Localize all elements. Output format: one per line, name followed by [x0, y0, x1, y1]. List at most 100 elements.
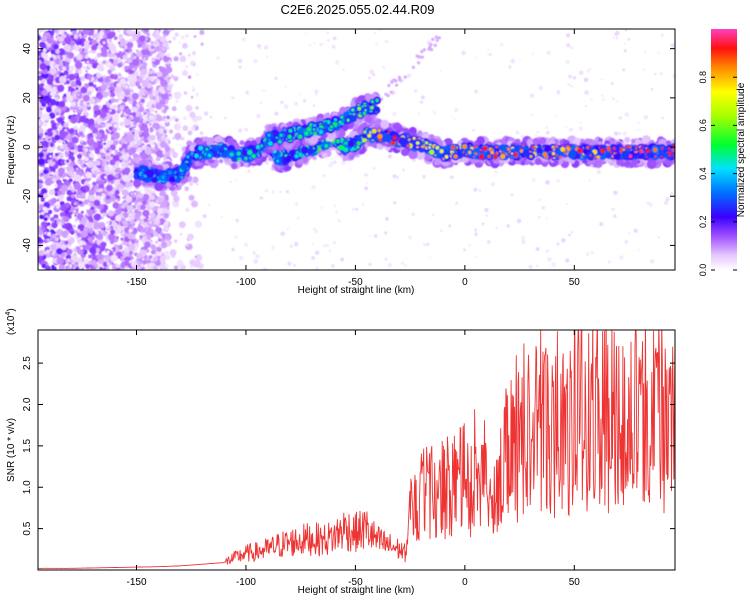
noise-point [94, 213, 102, 221]
noise-point [329, 161, 335, 166]
noise-point [124, 45, 128, 48]
noise-point [64, 240, 69, 245]
noise-point [520, 134, 524, 138]
noise-point [238, 58, 243, 64]
noise-point [236, 220, 239, 223]
noise-point [78, 261, 85, 269]
noise-point [86, 103, 91, 108]
noise-point [90, 35, 94, 39]
noise-point [140, 215, 145, 220]
noise-point [149, 140, 154, 145]
noise-point [131, 30, 135, 35]
noise-point [101, 138, 105, 142]
noise-point [96, 177, 100, 181]
noise-point [157, 235, 161, 239]
ridge-halo [231, 162, 238, 170]
noise-point [38, 229, 44, 235]
noise-point [146, 39, 150, 42]
noise-point [195, 93, 199, 97]
noise-point [159, 36, 167, 43]
noise-point [146, 234, 152, 240]
noise-point [384, 257, 388, 261]
noise-point [397, 75, 401, 79]
noise-point [154, 110, 158, 114]
noise-point [43, 84, 48, 89]
noise-point [159, 66, 166, 73]
noise-point [323, 244, 326, 247]
noise-point [385, 40, 388, 43]
noise-point [332, 36, 337, 41]
noise-point [38, 255, 43, 262]
noise-point [195, 182, 199, 186]
noise-point [109, 109, 112, 113]
noise-point [63, 216, 70, 223]
noise-point [68, 178, 73, 183]
noise-point [106, 62, 111, 67]
noise-point [142, 193, 150, 201]
noise-point [63, 141, 66, 144]
noise-point [57, 48, 66, 56]
noise-point [190, 261, 194, 264]
noise-point [93, 210, 97, 214]
noise-point [160, 232, 164, 237]
noise-point [566, 33, 571, 38]
noise-point [148, 255, 153, 260]
noise-point [120, 137, 127, 144]
noise-point [119, 121, 125, 127]
noise-point [119, 78, 126, 85]
noise-point [86, 138, 95, 146]
noise-point [657, 236, 660, 239]
noise-point [428, 45, 432, 49]
noise-point [71, 256, 74, 259]
noise-point [124, 89, 131, 96]
noise-point [165, 128, 168, 131]
noise-point [64, 128, 68, 132]
noise-point [105, 155, 111, 161]
noise-point [41, 140, 49, 148]
ridge-halo [218, 159, 224, 164]
noise-point [314, 230, 319, 234]
noise-point [398, 78, 402, 82]
noise-point [80, 210, 84, 214]
noise-point [199, 131, 204, 135]
noise-point [142, 209, 150, 218]
noise-point [561, 238, 566, 243]
noise-point [387, 83, 391, 88]
noise-point [116, 109, 121, 114]
noise-point [109, 239, 115, 245]
noise-point [429, 256, 432, 259]
noise-point [164, 234, 171, 241]
noise-point [152, 189, 156, 193]
noise-point [48, 112, 56, 119]
noise-point [96, 132, 102, 138]
noise-point [60, 154, 64, 159]
noise-point [98, 154, 102, 158]
noise-point [374, 31, 377, 34]
noise-point [142, 119, 147, 123]
noise-point [473, 187, 478, 192]
noise-point [452, 115, 454, 118]
noise-point [88, 254, 93, 259]
ridge-halo [227, 137, 235, 145]
noise-point [601, 78, 603, 81]
noise-point [413, 89, 418, 93]
noise-point [51, 222, 58, 229]
noise-point [71, 188, 75, 193]
noise-point [78, 29, 83, 34]
noise-point [171, 106, 177, 112]
noise-point [50, 243, 57, 251]
noise-point [166, 137, 170, 141]
noise-point [172, 36, 177, 41]
noise-point [165, 140, 169, 144]
noise-point [623, 49, 627, 53]
noise-point [159, 255, 167, 263]
noise-point [43, 122, 48, 127]
noise-point [130, 54, 135, 59]
noise-point [128, 99, 134, 105]
noise-point [116, 267, 121, 270]
noise-point [658, 52, 660, 54]
noise-point [247, 93, 250, 96]
noise-point [40, 42, 46, 48]
noise-point [155, 149, 163, 157]
noise-point [115, 263, 120, 268]
